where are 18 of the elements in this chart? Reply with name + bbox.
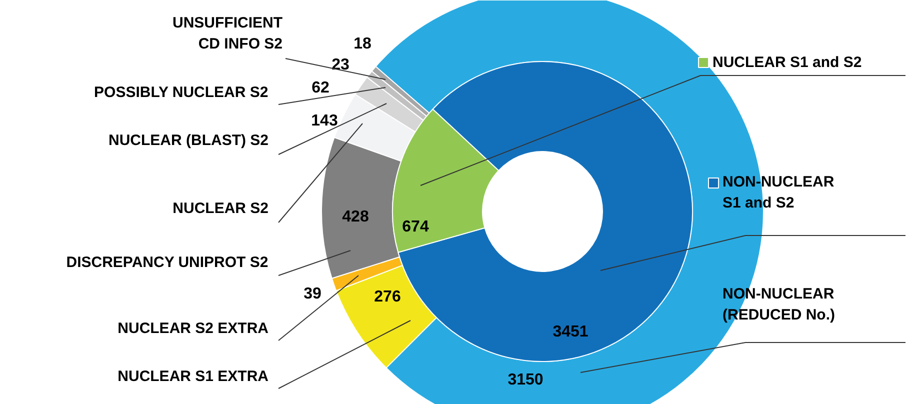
data-label: 674 <box>402 218 429 236</box>
slice-label: UNSUFFICIENT CD INFO S2 <box>172 14 283 53</box>
data-label: 62 <box>312 80 330 96</box>
slice-label: DISCREPANCY UNIPROT S2 <box>66 254 268 271</box>
data-label: 3451 <box>552 324 588 340</box>
slice-label: POSSIBLY NUCLEAR S2 <box>94 84 268 101</box>
data-label: 428 <box>342 208 369 226</box>
data-label: 23 <box>332 56 350 74</box>
data-label: 143 <box>311 112 338 130</box>
legend-label: NUCLEAR S1 and S2 <box>712 54 862 71</box>
slice-label: NUCLEAR S2 <box>172 200 269 217</box>
data-label: 276 <box>374 288 401 306</box>
data-label: 18 <box>354 36 372 52</box>
slice-label: NUCLEAR S1 EXTRA <box>118 368 269 385</box>
data-label: 3150 <box>508 372 544 388</box>
slice-label: NUCLEAR S2 EXTRA <box>118 320 269 337</box>
data-label: 39 <box>304 286 322 302</box>
slice-label: NUCLEAR (BLAST) S2 <box>108 132 268 149</box>
